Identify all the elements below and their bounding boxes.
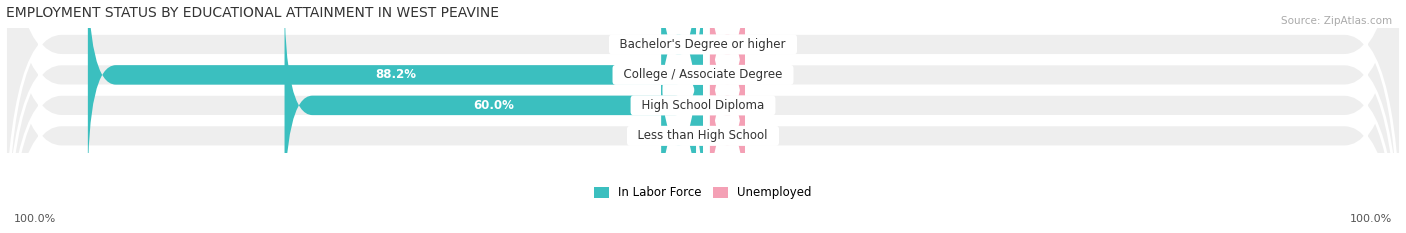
FancyBboxPatch shape (710, 54, 745, 218)
FancyBboxPatch shape (6, 0, 1400, 233)
Text: Source: ZipAtlas.com: Source: ZipAtlas.com (1281, 16, 1392, 26)
FancyBboxPatch shape (710, 0, 745, 126)
Legend: In Labor Force, Unemployed: In Labor Force, Unemployed (591, 183, 815, 203)
FancyBboxPatch shape (284, 0, 703, 218)
Text: 0.0%: 0.0% (724, 99, 754, 112)
FancyBboxPatch shape (710, 24, 745, 187)
Text: 0.0%: 0.0% (652, 38, 682, 51)
FancyBboxPatch shape (6, 0, 1400, 233)
Text: 0.0%: 0.0% (724, 69, 754, 81)
FancyBboxPatch shape (661, 0, 696, 126)
Text: 0.0%: 0.0% (724, 38, 754, 51)
Text: College / Associate Degree: College / Associate Degree (616, 69, 790, 81)
Text: 100.0%: 100.0% (1350, 214, 1392, 224)
Text: 0.0%: 0.0% (652, 129, 682, 142)
Text: 88.2%: 88.2% (375, 69, 416, 81)
FancyBboxPatch shape (661, 54, 696, 218)
FancyBboxPatch shape (6, 0, 1400, 233)
Text: Less than High School: Less than High School (630, 129, 776, 142)
Text: High School Diploma: High School Diploma (634, 99, 772, 112)
FancyBboxPatch shape (6, 0, 1400, 233)
Text: 100.0%: 100.0% (14, 214, 56, 224)
Text: EMPLOYMENT STATUS BY EDUCATIONAL ATTAINMENT IN WEST PEAVINE: EMPLOYMENT STATUS BY EDUCATIONAL ATTAINM… (6, 6, 499, 20)
FancyBboxPatch shape (87, 0, 703, 187)
Text: 60.0%: 60.0% (474, 99, 515, 112)
Text: Bachelor's Degree or higher: Bachelor's Degree or higher (613, 38, 793, 51)
FancyBboxPatch shape (710, 0, 745, 157)
Text: 0.0%: 0.0% (724, 129, 754, 142)
